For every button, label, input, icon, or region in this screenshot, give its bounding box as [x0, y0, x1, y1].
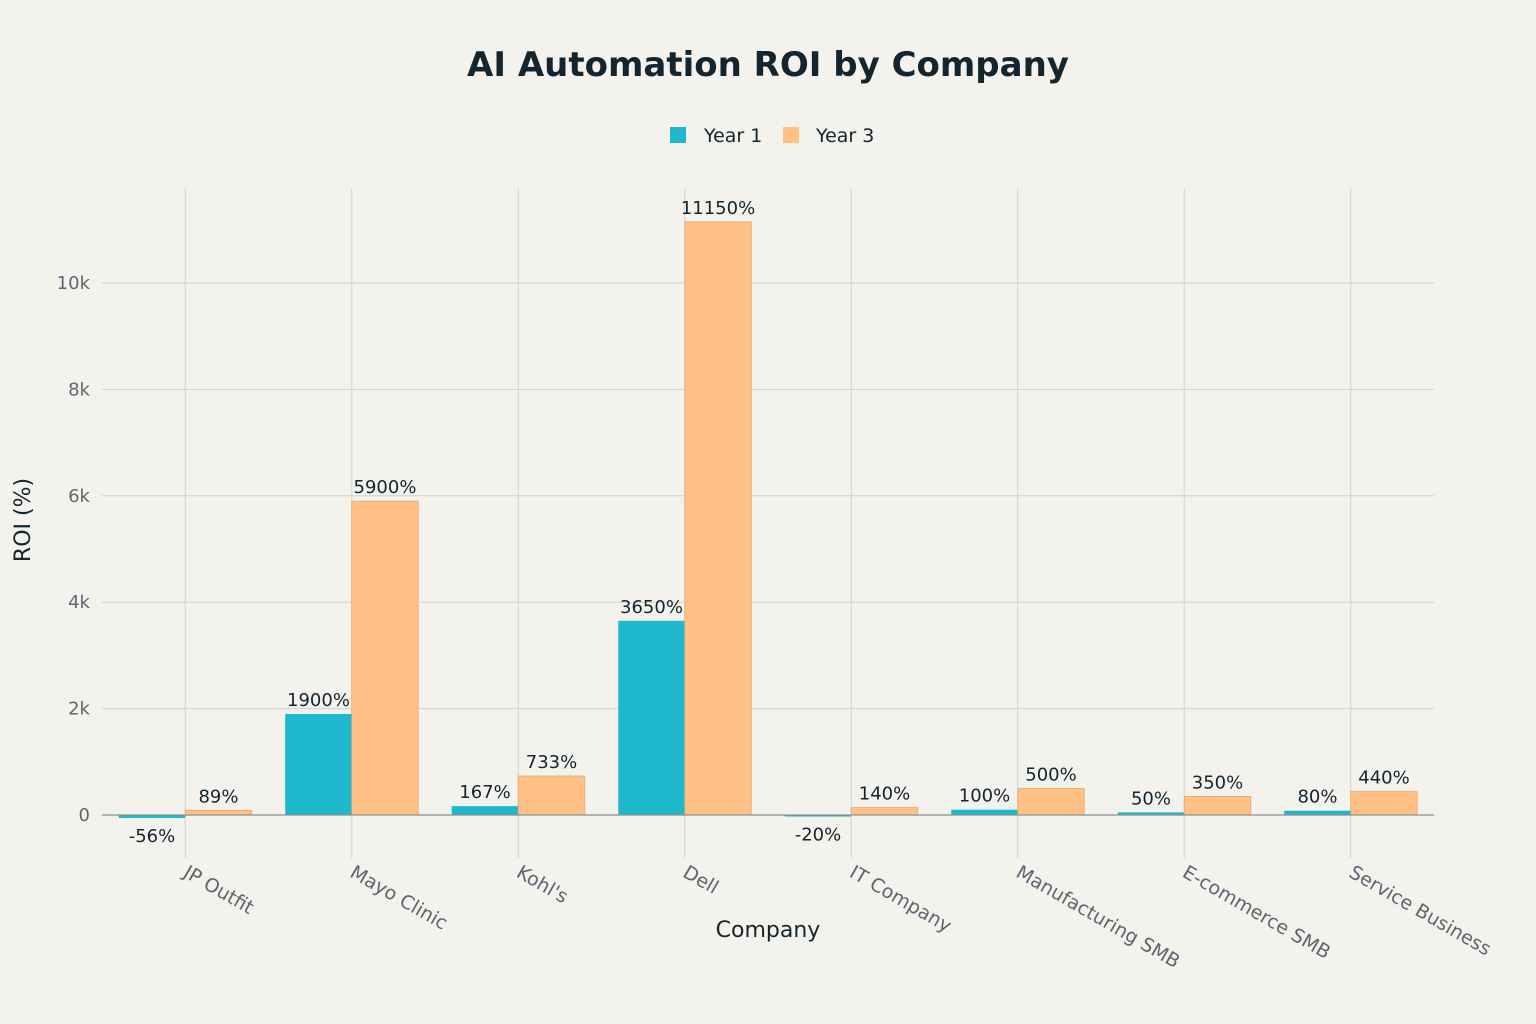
bar-year3 — [850, 807, 919, 816]
data-label: 50% — [1131, 788, 1171, 809]
bar-year1 — [285, 713, 352, 815]
chart-title: AI Automation ROI by Company — [467, 45, 1069, 85]
bars — [102, 221, 1434, 818]
bar-year1 — [784, 815, 852, 817]
data-label: 500% — [1025, 764, 1076, 785]
data-label: 100% — [959, 786, 1010, 807]
legend-swatch-1 — [670, 127, 686, 143]
bar-year1 — [451, 806, 519, 815]
x-tick-label: IT Company — [846, 861, 955, 937]
y-tick-label: 6k — [68, 486, 90, 507]
y-tick-label: 2k — [68, 699, 90, 720]
legend-swatch-2 — [783, 127, 799, 143]
data-label: 140% — [859, 784, 910, 805]
bar-year3 — [184, 809, 253, 816]
bar-year3 — [1183, 795, 1252, 816]
bar-year1 — [951, 809, 1018, 815]
data-label: 440% — [1358, 768, 1409, 789]
x-tick-label: Dell — [679, 861, 722, 898]
data-label: 5900% — [354, 477, 417, 498]
data-label: 89% — [198, 786, 238, 807]
bar-year3 — [517, 775, 586, 816]
y-tick-label: 4k — [68, 592, 90, 613]
y-axis-title: ROI (%) — [11, 478, 36, 562]
data-labels: -56% 89% 1900% 5900% 167% 733% 3650% 11150% -20%… — [129, 198, 1410, 847]
bar-year1 — [118, 815, 186, 818]
data-label: 3650% — [620, 597, 683, 618]
x-tick-label: Service Business — [1345, 861, 1495, 960]
y-tick-label: 10k — [57, 273, 91, 294]
bar-year3 — [1350, 791, 1418, 816]
bar-year1 — [1117, 812, 1185, 815]
data-label: 11150% — [681, 198, 755, 219]
legend-label-1: Year 1 — [703, 125, 762, 147]
x-tick-label: E-commerce SMB — [1179, 861, 1334, 963]
data-label: 1900% — [287, 690, 350, 711]
bar-year3 — [351, 500, 419, 816]
data-label: 80% — [1297, 787, 1337, 808]
legend-label-2: Year 3 — [815, 125, 874, 147]
data-label: -56% — [129, 826, 176, 847]
bar-year1 — [1284, 810, 1351, 815]
x-tick-label: Manufacturing SMB — [1012, 861, 1183, 973]
y-tick-label: 8k — [68, 379, 90, 400]
bar-year3 — [684, 221, 752, 816]
x-tick-label: Kohl's — [513, 861, 572, 908]
x-tick-label: Mayo Clinic — [346, 861, 451, 934]
gridlines — [102, 188, 1434, 858]
data-label: 733% — [526, 752, 577, 773]
x-axis-ticks: JP Outfit Mayo Clinic Kohl's Dell IT Company… — [179, 861, 1495, 973]
x-tick-label: JP Outfit — [179, 861, 258, 919]
bar-year1 — [618, 620, 685, 815]
legend: Year 1 Year 3 — [670, 125, 874, 147]
y-tick-label: 0 — [79, 805, 90, 826]
data-label: 167% — [459, 782, 510, 803]
x-axis-title: Company — [716, 918, 821, 943]
bar-year3 — [1017, 788, 1085, 816]
data-label: -20% — [795, 825, 842, 846]
y-axis-ticks: 0 2k 4k 6k 8k 10k — [57, 273, 91, 826]
data-label: 350% — [1192, 772, 1243, 793]
